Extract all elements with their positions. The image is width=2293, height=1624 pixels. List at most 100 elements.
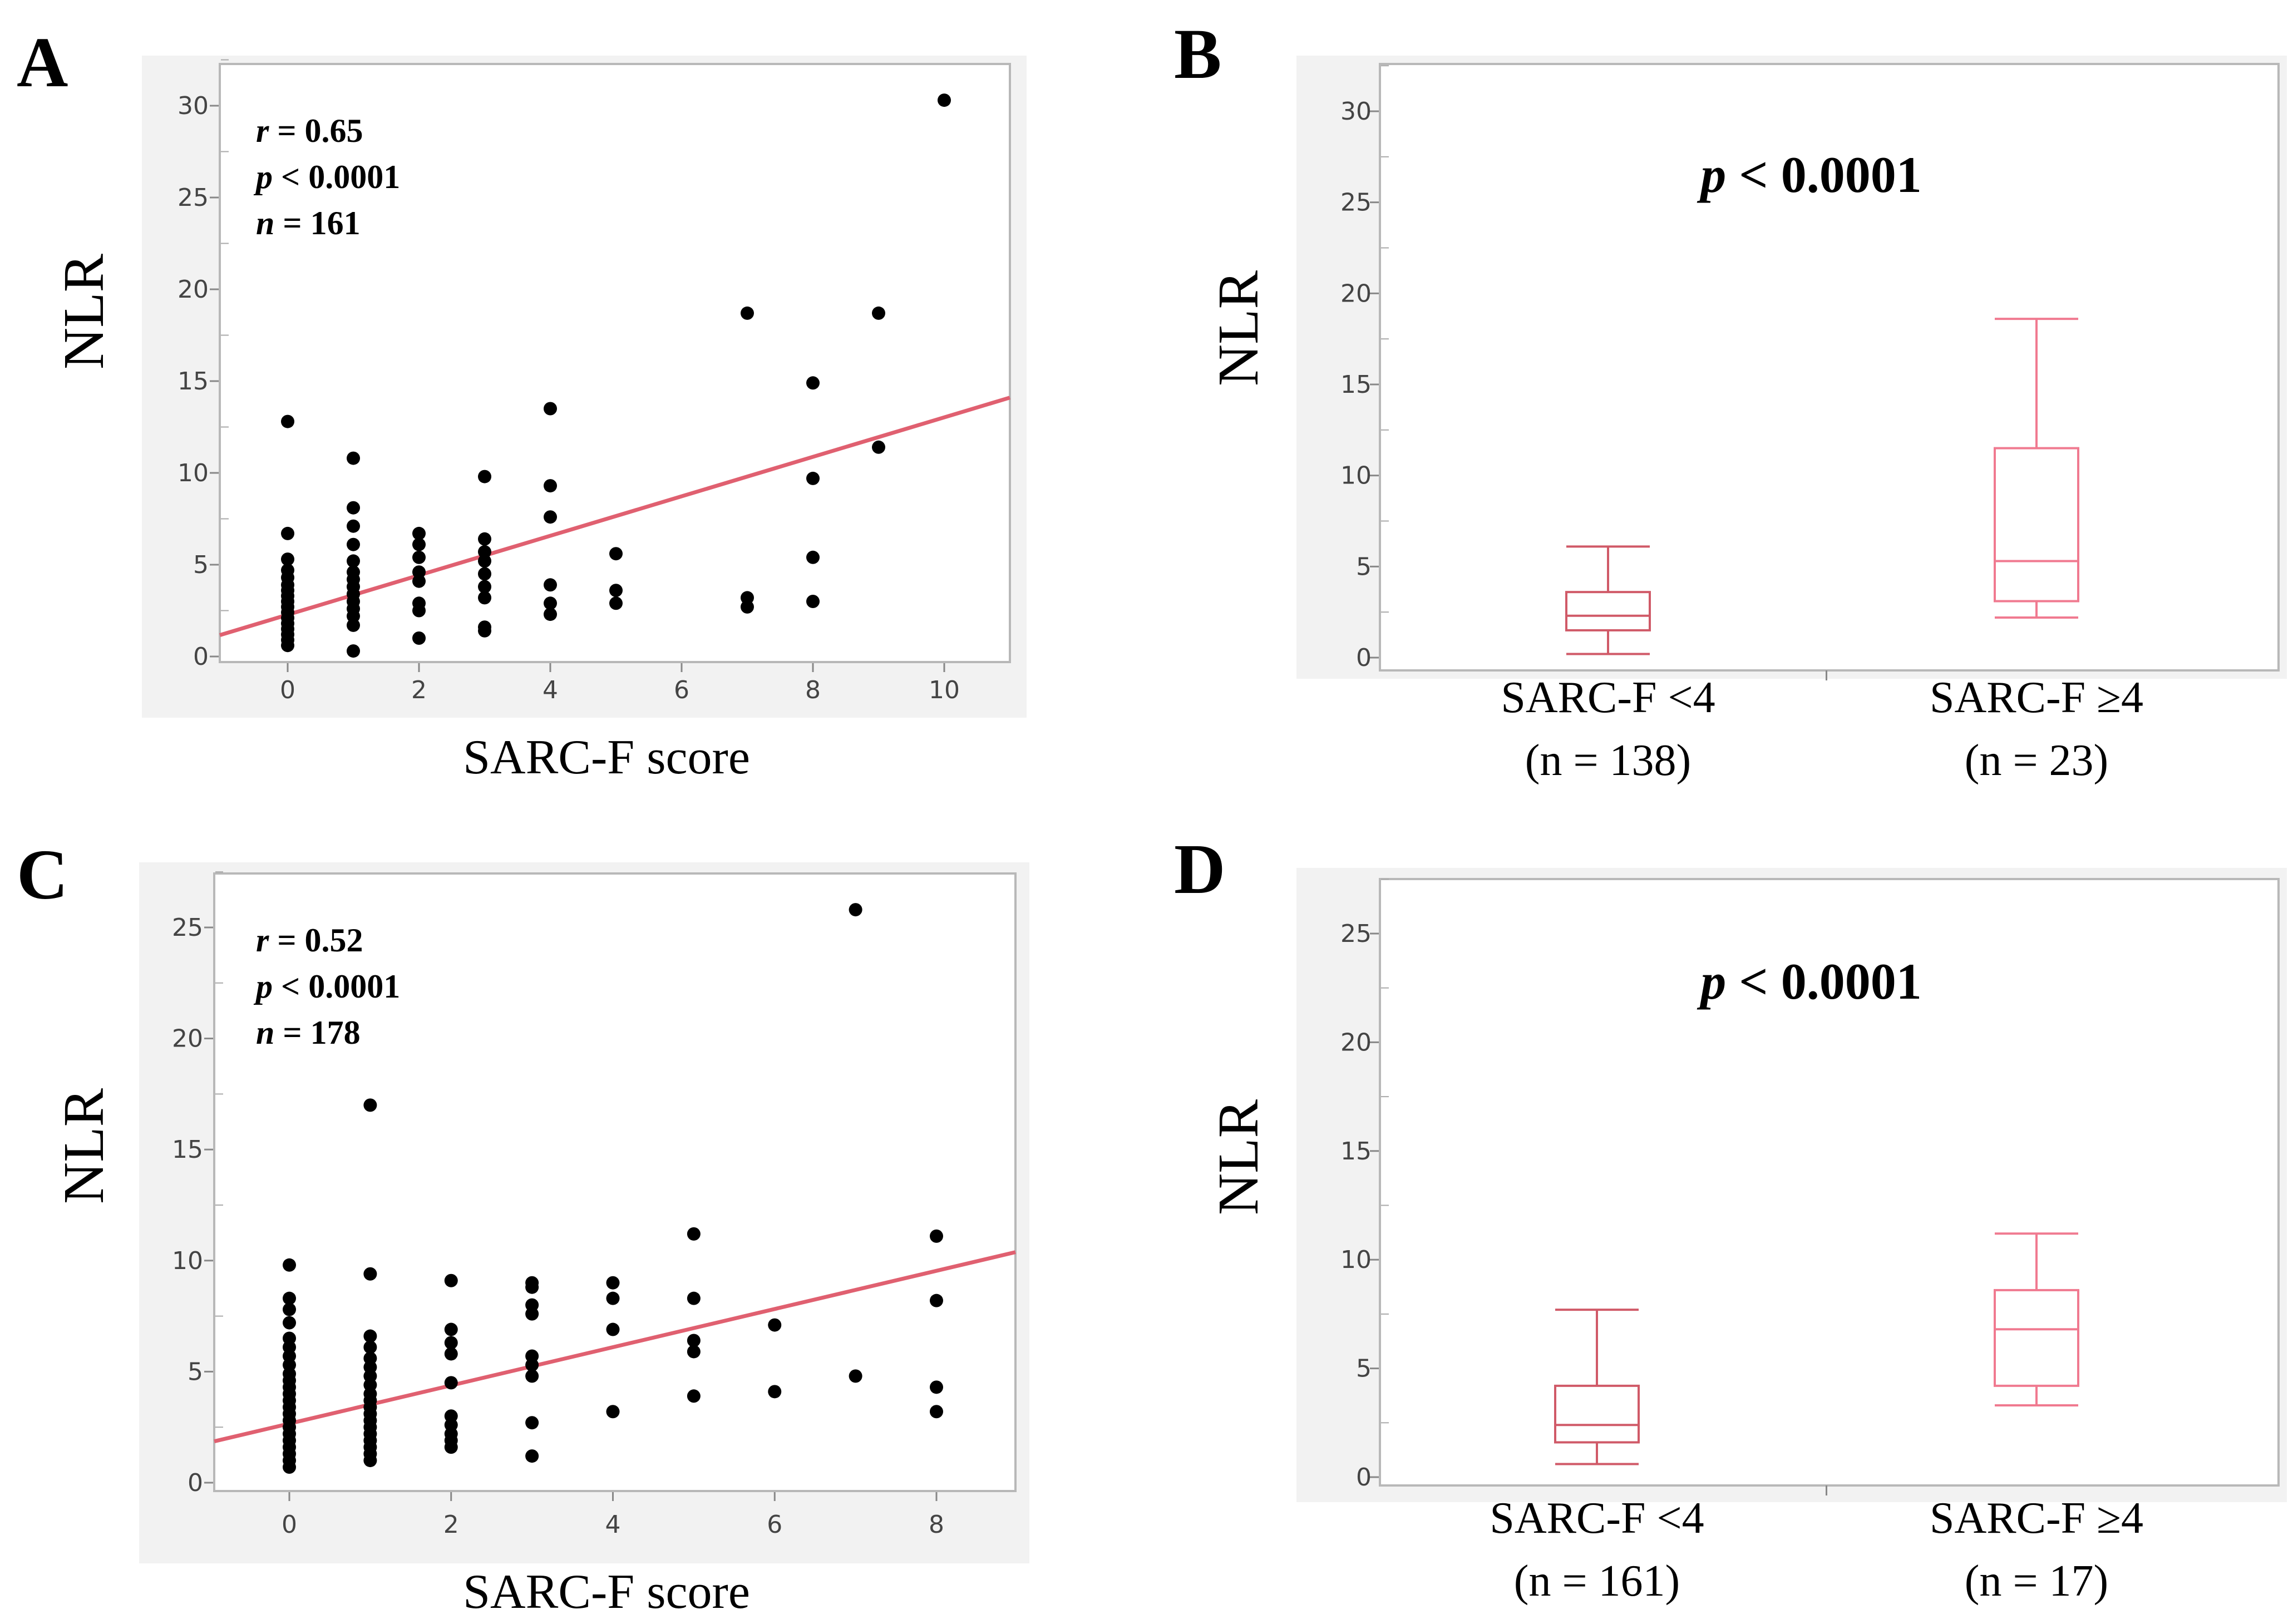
ytick-label-4: 20 [172, 1025, 203, 1053]
scatter-point-53 [525, 1416, 539, 1430]
scatter-point-65 [872, 306, 885, 320]
panel-d-pvalue: p < 0.0001 [1697, 953, 1921, 1010]
panel-c-xlabel: SARC-F score [463, 1565, 750, 1619]
scatter-point-48 [544, 608, 557, 621]
box-0-iqr [1554, 1384, 1640, 1444]
scatter-point-66 [687, 1345, 701, 1359]
ytick-label-4: 20 [1340, 279, 1372, 308]
xtick-label-0: 0 [282, 1511, 297, 1539]
scatter-point-54 [609, 596, 623, 610]
ytick-label-2: 10 [1340, 1246, 1372, 1274]
scatter-point-41 [478, 591, 491, 605]
xtick-label-4: 8 [929, 1511, 944, 1539]
panel-a-frame [219, 63, 1011, 663]
panel-c-ylabel: NLR [52, 1088, 116, 1204]
panel-d-frame [1379, 878, 2280, 1487]
scatter-point-44 [478, 554, 491, 568]
panel-b-category-0: SARC-F <4 [1501, 673, 1715, 722]
panel-a-r: r = 0.65 [256, 112, 363, 149]
panel-a-xticks: 0 2 4 6 8 10 [280, 663, 960, 704]
scatter-point-40 [363, 1267, 377, 1281]
scatter-point-60 [806, 595, 820, 608]
scatter-point-48 [444, 1347, 458, 1361]
panel-b-pvalue: p < 0.0001 [1697, 146, 1921, 203]
scatter-point-20 [283, 1302, 296, 1316]
panel-a-p: p < 0.0001 [253, 159, 400, 195]
scatter-point-56 [609, 547, 623, 561]
scatter-point-66 [938, 93, 951, 107]
panel-b-category-1: SARC-F ≥4 [1930, 673, 2143, 722]
xtick-label-3: 6 [674, 676, 689, 704]
scatter-point-30 [347, 451, 360, 465]
ytick-label-5: 25 [177, 184, 209, 212]
scatter-point-18 [347, 618, 360, 632]
panel-b-frame [1379, 63, 2280, 672]
scatter-point-33 [412, 596, 426, 610]
scatter-point-49 [444, 1336, 458, 1350]
scatter-point-18 [283, 1331, 296, 1345]
ytick-label-1: 5 [193, 551, 209, 579]
scatter-point-17 [347, 644, 360, 658]
panel-c-r: r = 0.52 [256, 922, 363, 959]
scatter-point-53 [544, 402, 557, 416]
scatter-point-16 [281, 414, 294, 428]
scatter-point-25 [347, 565, 360, 579]
scatter-point-37 [412, 537, 426, 551]
panel-b-yticks: 0 5 10 15 20 25 30 [1340, 65, 1389, 672]
box-1-iqr [1994, 447, 2079, 603]
panel-d-category-1: SARC-F ≥4 [1930, 1494, 2143, 1543]
ytick-label-6: 30 [1340, 97, 1372, 126]
scatter-point-46 [478, 532, 491, 546]
panel-c-yticks: 0 5 10 15 20 25 [172, 871, 223, 1497]
panel-d-n-0: (n = 161) [1514, 1557, 1680, 1606]
scatter-point-58 [525, 1298, 539, 1312]
panel-a-yticks: 0 5 10 15 20 25 30 [177, 59, 229, 671]
scatter-point-64 [606, 1276, 620, 1290]
panel-c-p: p < 0.0001 [253, 968, 400, 1005]
ytick-label-1: 5 [1356, 552, 1372, 581]
panel-d-boxes [1554, 1232, 2079, 1495]
scatter-point-36 [412, 550, 426, 564]
xtick-label-3: 6 [767, 1511, 782, 1539]
scatter-point-22 [283, 1258, 296, 1272]
scatter-point-51 [444, 1273, 458, 1287]
scatter-point-38 [363, 1340, 377, 1354]
scatter-point-31 [412, 631, 426, 645]
scatter-point-13 [281, 563, 294, 577]
xtick-label-2: 4 [543, 676, 558, 704]
scatter-point-47 [478, 470, 491, 483]
scatter-point-47 [444, 1376, 458, 1390]
scatter-point-58 [741, 591, 754, 605]
xtick-label-5: 10 [929, 676, 960, 704]
ytick-label-0: 0 [1356, 1463, 1372, 1492]
panel-c-points [283, 903, 943, 1474]
ytick-label-3: 15 [177, 367, 209, 396]
scatter-point-52 [544, 479, 557, 493]
panel-a-xlabel: SARC-F score [463, 730, 750, 784]
scatter-point-76 [930, 1294, 943, 1307]
scatter-point-37 [363, 1351, 377, 1365]
ytick-label-5: 25 [1340, 189, 1372, 217]
box-1 [1994, 318, 2079, 619]
scatter-point-50 [544, 578, 557, 592]
scatter-point-49 [544, 596, 557, 610]
box-1-iqr [1994, 1289, 2079, 1387]
ytick-label-0: 0 [188, 1469, 203, 1497]
scatter-point-56 [525, 1349, 539, 1363]
box-0 [1565, 545, 1651, 655]
scatter-point-61 [606, 1405, 620, 1419]
scatter-point-73 [849, 903, 862, 917]
ytick-label-2: 10 [177, 459, 209, 487]
scatter-point-60 [525, 1276, 539, 1290]
panel-a-ylabel: NLR [52, 253, 116, 369]
panel-b-n-1: (n = 23) [1965, 736, 2108, 785]
panel-d-letter: D [1174, 830, 1225, 909]
ytick-label-1: 5 [188, 1358, 203, 1386]
scatter-point-39 [363, 1329, 377, 1343]
scatter-point-38 [412, 526, 426, 540]
panel-c: C 0 5 10 15 20 25 0 2 4 6 8 r = 0.52 p < 0.0001 n… [17, 835, 1029, 1619]
ytick-label-3: 15 [172, 1136, 203, 1164]
scatter-point-59 [741, 306, 754, 320]
scatter-point-61 [806, 550, 820, 564]
panel-a-points [281, 93, 951, 658]
